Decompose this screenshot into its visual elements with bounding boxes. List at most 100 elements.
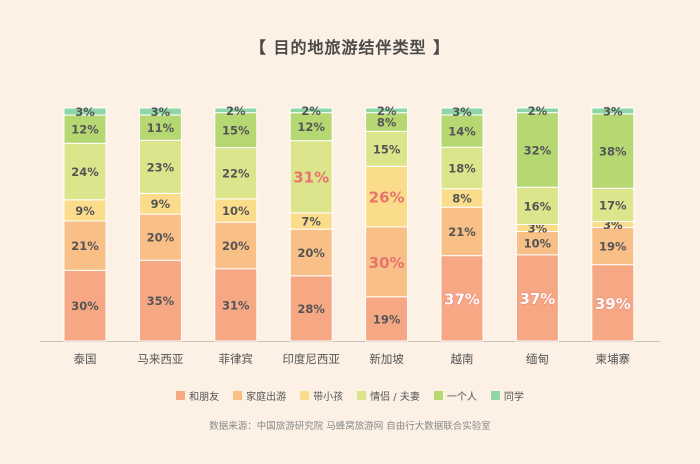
- bar-segment: [214, 147, 258, 200]
- bar-segment: [138, 114, 182, 141]
- legend-swatch: [357, 391, 367, 400]
- data-label: 2%: [377, 104, 397, 118]
- data-label: 3%: [603, 104, 623, 118]
- data-label: 3%: [75, 105, 95, 119]
- bar-segment: [63, 107, 107, 116]
- data-label: 30%: [71, 299, 99, 313]
- data-label: 31%: [293, 169, 329, 187]
- bar-segment: [440, 255, 484, 342]
- chart-title: 【 目的地旅游结伴类型 】: [249, 38, 451, 57]
- legend-item: 家庭出游: [233, 388, 286, 403]
- data-label: 3%: [151, 105, 171, 119]
- category-label: 菲律宾: [219, 352, 254, 366]
- category-label: 越南: [451, 352, 474, 366]
- legend-item: 同学: [490, 388, 524, 403]
- data-label: 19%: [373, 312, 401, 326]
- bar-segment: [440, 114, 484, 148]
- data-label: 15%: [222, 124, 250, 138]
- bar-segment: [63, 269, 107, 342]
- data-label: 35%: [147, 294, 175, 308]
- bar-segment: [515, 107, 559, 114]
- bar-segment: [214, 107, 258, 114]
- bar-segment: [289, 275, 333, 342]
- data-label: 15%: [373, 142, 401, 156]
- bar-segment: [591, 113, 635, 189]
- legend-swatch: [176, 391, 186, 400]
- data-label: 26%: [369, 189, 405, 207]
- legend-swatch: [433, 391, 443, 400]
- legend: 和朋友 家庭出游 带小孩 情侣 / 夫妻 一个人 同学: [0, 388, 700, 403]
- bar-segment: [63, 142, 107, 201]
- data-label: 38%: [599, 145, 627, 159]
- legend-label: 家庭出游: [246, 392, 287, 403]
- data-label: 21%: [448, 225, 476, 239]
- legend-item: 和朋友: [176, 388, 219, 403]
- category-label: 新加坡: [369, 352, 404, 366]
- category-label: 泰国: [74, 352, 97, 366]
- data-label: 30%: [369, 254, 405, 272]
- category-label: 印度尼西亚: [282, 352, 340, 366]
- bar-segment: [138, 259, 182, 342]
- bar-segment: [440, 206, 484, 257]
- legend-label: 带小孩: [313, 392, 344, 403]
- bar-segment: [214, 221, 258, 270]
- category-label: 缅甸: [526, 352, 549, 366]
- legend-item: 一个人: [433, 388, 477, 403]
- data-label: 9%: [75, 204, 95, 218]
- bar-segment: [440, 146, 484, 190]
- data-label: 14%: [448, 125, 476, 139]
- bar-segment: [365, 165, 409, 228]
- data-label: 2%: [301, 104, 321, 118]
- bar-segment: [591, 107, 635, 115]
- legend-label: 同学: [503, 392, 524, 403]
- data-label: 37%: [519, 290, 555, 308]
- source-note: 数据来源：中国旅游研究院 马蜂窝旅游网 自由行大数据联合实验室: [209, 421, 491, 432]
- bar-segment: [591, 264, 635, 342]
- bar-segment: [214, 112, 258, 149]
- data-label: 20%: [147, 231, 175, 245]
- data-label: 32%: [524, 143, 552, 157]
- data-label: 8%: [452, 191, 472, 205]
- data-label: 37%: [444, 290, 480, 308]
- data-label: 20%: [222, 239, 250, 253]
- data-label: 18%: [448, 161, 476, 175]
- category-label: 柬埔寨: [596, 352, 631, 366]
- bar-segment: [440, 107, 484, 116]
- data-label: 17%: [599, 198, 627, 212]
- data-label: 16%: [524, 199, 552, 213]
- data-label: 39%: [595, 295, 631, 313]
- data-label: 31%: [222, 298, 250, 312]
- legend-item: 带小孩: [300, 388, 343, 403]
- legend-swatch: [490, 391, 500, 400]
- data-label: 2%: [226, 104, 246, 118]
- bar-segment: [289, 112, 333, 142]
- legend-label: 和朋友: [189, 392, 220, 403]
- data-label: 9%: [151, 197, 171, 211]
- data-label: 7%: [301, 215, 321, 229]
- data-label: 3%: [452, 105, 472, 119]
- data-label: 2%: [528, 104, 548, 118]
- data-label: 10%: [222, 204, 250, 218]
- data-label: 21%: [71, 239, 99, 253]
- bar-segment: [63, 114, 107, 144]
- category-label: 马来西亚: [137, 352, 183, 366]
- bar-segment: [365, 296, 409, 342]
- data-label: 28%: [297, 302, 325, 316]
- bar-segment: [515, 254, 559, 342]
- bar-segment: [214, 268, 258, 342]
- data-label: 8%: [377, 115, 397, 129]
- data-label: 22%: [222, 167, 250, 181]
- legend-label: 情侣 / 夫妻: [370, 392, 420, 403]
- data-label: 23%: [147, 160, 175, 174]
- legend-swatch: [233, 391, 243, 400]
- bar-segment: [365, 130, 409, 167]
- bar-segment: [138, 139, 182, 194]
- data-label: 19%: [599, 240, 627, 254]
- data-label: 20%: [297, 246, 325, 260]
- legend-item: 情侣 / 夫妻: [357, 388, 420, 403]
- bar-segment: [289, 140, 333, 214]
- data-label: 12%: [297, 120, 325, 134]
- bar-segment: [365, 107, 409, 114]
